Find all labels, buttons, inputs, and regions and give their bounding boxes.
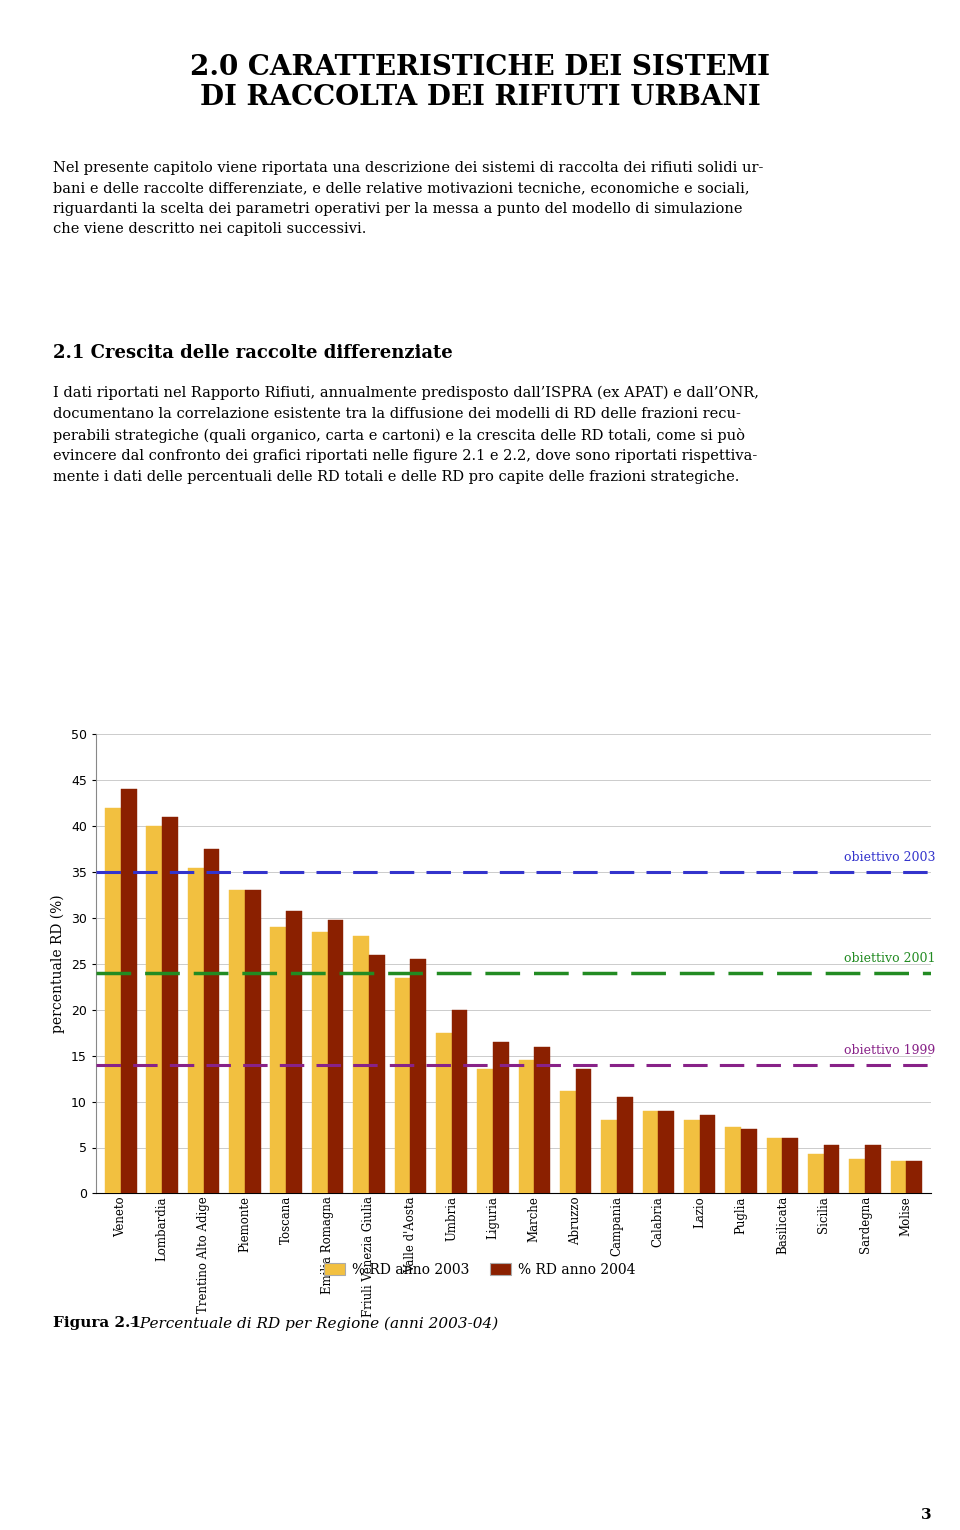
Bar — [824, 1144, 839, 1193]
Bar — [726, 1128, 741, 1193]
Bar — [188, 868, 204, 1193]
Legend: % RD anno 2003, % RD anno 2004: % RD anno 2003, % RD anno 2004 — [319, 1258, 641, 1282]
Bar — [121, 789, 136, 1193]
Bar — [451, 1010, 468, 1193]
Bar — [535, 1047, 550, 1193]
Bar — [353, 936, 369, 1193]
Bar — [891, 1161, 906, 1193]
Bar — [369, 955, 385, 1193]
Bar — [327, 920, 344, 1193]
Text: 2.0 CARATTERISTICHE DEI SISTEMI: 2.0 CARATTERISTICHE DEI SISTEMI — [190, 54, 770, 81]
Text: 3: 3 — [921, 1507, 931, 1522]
Bar — [410, 959, 426, 1193]
Bar — [906, 1161, 923, 1193]
Bar — [601, 1120, 617, 1193]
Y-axis label: percentuale RD (%): percentuale RD (%) — [51, 895, 65, 1033]
Text: DI RACCOLTA DEI RIFIUTI URBANI: DI RACCOLTA DEI RIFIUTI URBANI — [200, 84, 760, 112]
Bar — [808, 1154, 824, 1193]
Bar — [560, 1091, 576, 1193]
Bar — [477, 1069, 492, 1193]
Bar — [204, 849, 219, 1193]
Bar — [105, 808, 121, 1193]
Bar — [147, 826, 162, 1193]
Bar — [271, 927, 286, 1193]
Bar — [312, 932, 327, 1193]
Text: obiettivo 2001: obiettivo 2001 — [844, 952, 935, 965]
Bar — [492, 1042, 509, 1193]
Bar — [642, 1111, 659, 1193]
Text: obiettivo 1999: obiettivo 1999 — [844, 1043, 935, 1057]
Bar — [617, 1097, 633, 1193]
Text: Figura 2.1: Figura 2.1 — [53, 1316, 141, 1331]
Bar — [850, 1158, 865, 1193]
Bar — [767, 1138, 782, 1193]
Bar — [700, 1115, 715, 1193]
Text: I dati riportati nel Rapporto Rifiuti, annualmente predisposto dall’ISPRA (ex AP: I dati riportati nel Rapporto Rifiuti, a… — [53, 386, 758, 483]
Bar — [395, 978, 410, 1193]
Bar — [436, 1033, 451, 1193]
Text: 2.1 Crescita delle raccolte differenziate: 2.1 Crescita delle raccolte differenziat… — [53, 344, 452, 363]
Bar — [684, 1120, 700, 1193]
Bar — [741, 1129, 756, 1193]
Bar — [229, 890, 245, 1193]
Bar — [576, 1069, 591, 1193]
Text: Nel presente capitolo viene riportata una descrizione dei sistemi di raccolta de: Nel presente capitolo viene riportata un… — [53, 161, 763, 237]
Bar — [518, 1060, 535, 1193]
Bar — [865, 1144, 880, 1193]
Text: obiettivo 2003: obiettivo 2003 — [844, 851, 935, 864]
Text: - Percentuale di RD per Regione (anni 2003-04): - Percentuale di RD per Regione (anni 20… — [125, 1316, 498, 1331]
Bar — [286, 910, 301, 1193]
Bar — [782, 1138, 798, 1193]
Bar — [659, 1111, 674, 1193]
Bar — [162, 817, 178, 1193]
Bar — [245, 890, 260, 1193]
